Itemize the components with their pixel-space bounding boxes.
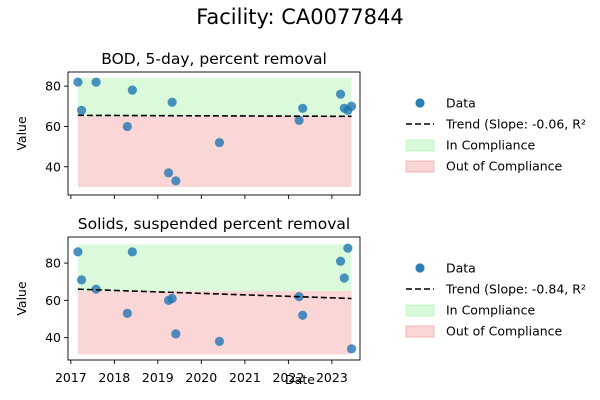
legend-marker-out-of-compliance	[405, 325, 435, 338]
legend-label: Trend (Slope: -0.84, R²	[445, 282, 586, 297]
data-point	[214, 336, 225, 346]
legend-marker-in-compliance	[405, 139, 435, 152]
trend-line	[77, 114, 352, 118]
data-point	[298, 310, 308, 320]
out-of-compliance-band	[77, 291, 352, 355]
data-point	[73, 247, 83, 257]
y-tick-label: 80	[45, 79, 61, 94]
legend-label: In Compliance	[446, 303, 535, 318]
data-point	[339, 273, 349, 283]
data-point	[343, 243, 353, 253]
data-point	[346, 101, 357, 111]
y-axis-label: Value	[14, 281, 29, 316]
data-point	[127, 247, 137, 257]
x-tick-label: 2017	[55, 370, 87, 385]
data-point	[91, 77, 101, 87]
data-point	[127, 85, 137, 95]
data-point	[214, 137, 225, 148]
out-of-compliance-band	[77, 116, 352, 187]
y-tick-label: 60	[45, 119, 61, 134]
data-point	[122, 308, 132, 319]
data-point	[76, 275, 87, 285]
y-tick-label: 60	[45, 293, 61, 308]
data-point	[163, 168, 174, 178]
y-tick-label: 40	[45, 159, 61, 174]
in-compliance-band	[77, 244, 352, 292]
data-point	[346, 344, 357, 354]
plot-frame	[67, 236, 361, 361]
x-tick-label: 2019	[142, 370, 174, 385]
data-point	[122, 121, 132, 132]
legend: Data Trend (Slope: -0.84, R² In Compliance…	[405, 261, 586, 339]
y-axis-label: Value	[14, 116, 29, 151]
legend-marker-data	[415, 263, 425, 273]
x-tick-label: 2021	[229, 370, 261, 385]
legend-label: Out of Compliance	[446, 159, 563, 174]
data-point	[335, 89, 346, 99]
chart-panel-2: Solids, suspended percent removal 40 60 80 2…	[14, 215, 586, 387]
figure-title: Facility: CA0077844	[196, 5, 404, 29]
data-point	[167, 97, 177, 107]
legend-label: Trend (Slope: -0.06, R²	[445, 117, 586, 132]
y-tick-label: 40	[45, 330, 61, 345]
chart-title: Solids, suspended percent removal	[78, 215, 350, 233]
y-tick-label: 80	[45, 256, 61, 271]
chart-title: BOD, 5-day, percent removal	[101, 50, 327, 68]
x-tick-label: 2022	[272, 370, 304, 385]
legend: Data Trend (Slope: -0.06, R² In Compliance…	[405, 96, 586, 174]
data-point	[298, 103, 308, 113]
plot-frame	[67, 71, 361, 196]
x-tick-label: 2018	[98, 370, 130, 385]
legend-marker-out-of-compliance	[405, 160, 435, 173]
data-point	[171, 329, 181, 339]
legend-label: Data	[446, 261, 476, 276]
x-axis-label: Date	[285, 372, 315, 387]
chart-panel-1: BOD, 5-day, percent removal 40 60 80 Value Da…	[14, 50, 586, 199]
trend-line	[77, 288, 352, 300]
data-point	[76, 105, 87, 115]
data-point	[335, 256, 346, 266]
legend-label: Data	[446, 96, 476, 111]
data-point	[171, 176, 181, 186]
data-point	[73, 77, 83, 87]
x-tick-label: 2020	[185, 370, 217, 385]
data-point	[167, 293, 177, 304]
in-compliance-band	[77, 78, 352, 117]
x-tick-label: 2023	[316, 370, 348, 385]
legend-label: In Compliance	[446, 138, 535, 153]
legend-marker-in-compliance	[405, 304, 435, 317]
legend-label: Out of Compliance	[446, 324, 563, 339]
legend-marker-data	[415, 98, 425, 108]
data-point	[294, 115, 304, 125]
